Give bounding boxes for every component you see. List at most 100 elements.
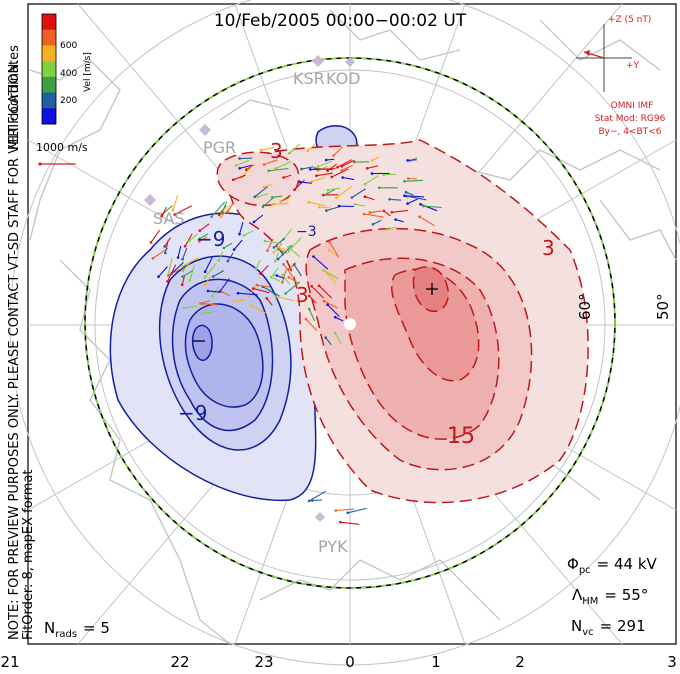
velocity-vector — [207, 290, 220, 293]
velocity-vector-origin — [292, 263, 296, 266]
colorbar-tick-600: 600 — [60, 41, 77, 51]
velocity-vector — [288, 276, 299, 284]
velocity-vector-origin — [304, 317, 308, 321]
mlt-tick-3: 3 — [667, 653, 677, 671]
contour-labels: −9 −9 3 3 −3 3 15 — [178, 139, 555, 449]
scale-vector-origin — [38, 162, 42, 166]
velocity-vector — [241, 164, 254, 178]
velocity-vector — [227, 201, 235, 213]
velocity-vector — [293, 264, 302, 277]
velocity-vector-origin — [362, 212, 366, 216]
velocity-vector — [391, 209, 409, 213]
velocity-vector-origin — [220, 211, 224, 215]
velocity-vector-origin — [277, 295, 280, 299]
velocity-vector-origin — [211, 275, 215, 278]
velocity-vector-origin — [336, 166, 339, 169]
velocity-vector-origin — [346, 511, 350, 515]
velocity-vector — [325, 337, 332, 346]
velocity-vector — [221, 201, 228, 214]
velocity-vector-origin — [181, 257, 184, 261]
velocity-vector-origin — [226, 210, 229, 214]
velocity-vector — [182, 247, 188, 260]
velocity-vector-origin — [220, 290, 223, 294]
station-marker — [315, 512, 325, 522]
velocity-vector-origin — [406, 177, 410, 180]
velocity-vector-origin — [404, 190, 408, 194]
velocity-vector — [198, 236, 208, 242]
imf-by-label: +Y — [626, 61, 640, 71]
velocity-vector-origin — [263, 239, 267, 243]
velocity-vector — [285, 281, 301, 294]
colorbar-swatch — [42, 61, 56, 78]
velocity-vector-origin — [262, 163, 266, 166]
velocity-vector — [182, 262, 190, 271]
velocity-vector-origin — [318, 205, 321, 209]
negative-potential-cell — [109, 125, 481, 502]
velocity-vector — [211, 201, 226, 218]
station-marker — [312, 55, 324, 67]
velocity-vector-origin — [236, 291, 240, 295]
velocity-vector — [164, 237, 171, 247]
velocity-vector — [323, 269, 339, 280]
velocity-vector-origin — [276, 257, 280, 261]
velocity-vector-origin — [203, 270, 207, 274]
velocity-vector — [162, 205, 173, 215]
velocity-vector — [311, 176, 326, 183]
velocity-vector-origin — [322, 299, 326, 303]
imf-vector-arrowhead — [584, 50, 590, 56]
velocity-vector — [371, 156, 380, 161]
contour-label: −9 — [178, 401, 207, 425]
velocity-vector — [199, 233, 209, 240]
imf-model-label: Stat Mod: RG96 — [595, 114, 666, 124]
contour-label: 3 — [296, 283, 309, 307]
velocity-vector — [316, 172, 333, 177]
velocity-vector — [337, 159, 352, 168]
velocity-vector-origin — [266, 249, 269, 252]
velocity-vector-origin — [238, 232, 241, 236]
velocity-vector — [257, 284, 271, 288]
velocity-vector — [238, 222, 244, 235]
vector-count: Nvc = 291 — [571, 617, 646, 638]
velocity-vector-origin — [310, 285, 314, 288]
velocity-vector — [386, 226, 396, 230]
velocity-vector — [328, 249, 338, 257]
velocity-vector-origin — [326, 169, 330, 172]
velocity-vector — [276, 274, 285, 279]
velocity-vector — [274, 252, 279, 262]
velocity-vector-origin — [370, 172, 374, 175]
velocity-vector — [177, 245, 182, 258]
velocity-vector — [372, 219, 382, 225]
velocity-vector-origin — [284, 292, 287, 295]
velocity-vector — [272, 195, 283, 198]
velocity-vector — [404, 179, 424, 182]
velocity-vector — [257, 193, 269, 198]
velocity-vector-origin — [238, 167, 241, 170]
velocity-vector-origin — [406, 202, 409, 205]
velocity-vector-origin — [171, 208, 175, 212]
fit-order-label: FitOrder: 8, mapEX format — [21, 469, 36, 640]
station-label-pgr: PGR — [203, 138, 236, 157]
velocity-vector-origin — [232, 300, 236, 303]
station-label-kod: KOD — [326, 69, 361, 88]
velocity-vector — [158, 266, 168, 278]
mlt-tick-23: 23 — [254, 653, 273, 671]
heppner-maynard-boundary-dash — [84, 57, 616, 589]
imf-bz-label: +Z (5 nT) — [608, 15, 651, 25]
velocity-vector — [253, 214, 264, 223]
mlt-tick-1: 1 — [431, 653, 441, 671]
velocity-vector — [233, 239, 243, 250]
velocity-vector-origin — [197, 240, 201, 243]
velocity-vector — [317, 160, 333, 168]
velocity-vector — [395, 219, 404, 223]
velocity-vector — [199, 223, 210, 232]
velocity-vector — [150, 229, 161, 243]
colorbar-tick-400: 400 — [60, 69, 77, 79]
velocity-vector-origin — [272, 273, 275, 277]
velocity-vector-origin — [217, 213, 221, 216]
velocity-vector-origin — [274, 167, 277, 170]
velocity-vector-origin — [287, 276, 291, 279]
velocity-vector-origin — [199, 302, 202, 305]
velocity-vector-origin — [419, 203, 422, 206]
velocity-vector-origin — [206, 289, 210, 293]
